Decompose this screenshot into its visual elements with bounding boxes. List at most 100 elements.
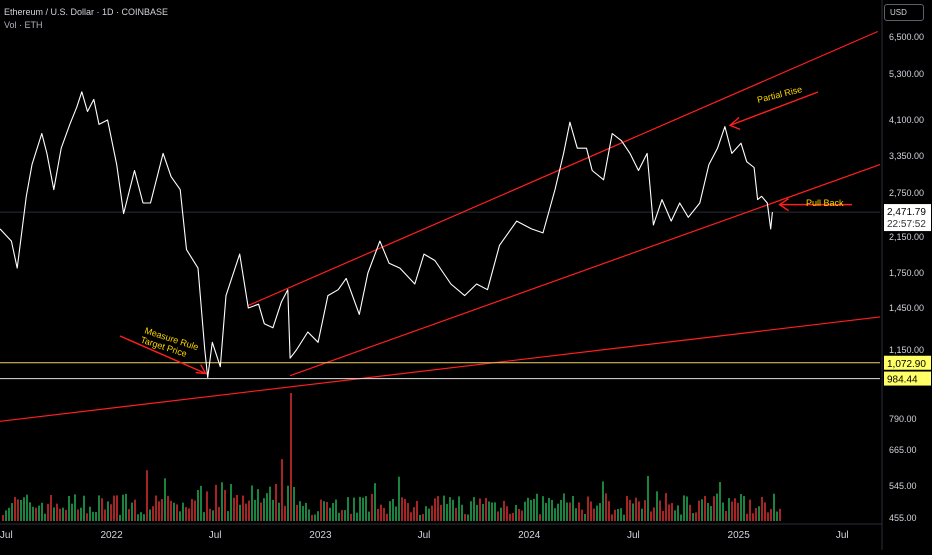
volume-bar [215,484,217,521]
volume-bar [512,512,514,521]
volume-bar [194,500,196,521]
volume-bar [284,505,286,521]
measure-rule-label: Measure RuleTarget Price [139,325,199,362]
volume-bar [770,508,772,521]
volume-bar [317,511,319,521]
volume-bar [191,499,193,521]
volume-bar [365,496,367,521]
volume-bar [755,508,757,521]
volume-bar [509,513,511,521]
volume-bar [209,508,211,521]
volume-bar [503,500,505,521]
pull-back-arrowhead [778,198,789,212]
volume-bar [251,485,253,521]
volume-bar [272,499,274,521]
volume-bar [8,507,10,521]
price-tick-label: 455.00 [889,513,917,523]
volume-bar [350,513,352,521]
volume-bar [137,514,139,521]
volume-bar [446,504,448,521]
volume-bar [527,497,529,521]
volume-bar [461,504,463,521]
volume-bar [323,501,325,521]
volume-bar [464,514,466,521]
volume-bar [737,502,739,521]
volume-bar [581,509,583,521]
current-price-label: 2,471.79 [887,207,926,218]
volume-bar [455,507,457,521]
volume-bar [407,503,409,521]
volume-bar [515,504,517,521]
volume-bars [2,393,781,521]
volume-bar [140,512,142,521]
volume-bar [218,506,220,521]
volume-bar [227,511,229,521]
volume-bar [710,506,712,521]
volume-bar [230,483,232,521]
volume-bar [530,499,532,521]
volume-bar [122,494,124,521]
volume-bar [719,482,721,521]
volume-bar [422,514,424,521]
volume-bar [212,510,214,521]
volume-bar [62,507,64,521]
volume-bar [650,511,652,521]
volume-bar [533,498,535,521]
volume-bar [110,504,112,521]
volume-bar [491,502,493,521]
volume-bar [293,487,295,521]
volume-bar [734,498,736,521]
volume-bar [236,495,238,521]
volume-bar [326,501,328,521]
volume-bar [554,508,556,521]
volume-bar [758,506,760,521]
volume-bar [314,514,316,521]
partial-rise-arrowhead [728,116,741,131]
volume-bar [695,512,697,521]
time-tick-label: 2024 [518,530,541,541]
volume-bar [392,498,394,521]
volume-bar [707,502,709,521]
trendline-1 [248,30,878,307]
level-label-bg [884,355,931,370]
volume-bar [686,496,688,521]
currency-button[interactable]: USD [884,4,924,21]
volume-bar [560,500,562,521]
volume-bar [752,513,754,521]
volume-bar [659,500,661,521]
volume-bar [233,497,235,521]
volume-bar [2,514,4,521]
volume-bar [518,508,520,521]
volume-bar [410,512,412,521]
volume-bar [542,496,544,521]
volume-bar [35,507,37,521]
volume-bar [398,476,400,521]
volume-bar [14,497,16,521]
volume-bar [377,508,379,521]
volume-bar [590,501,592,521]
volume-bar [200,485,202,521]
price-tick-label: 5,300.00 [889,69,924,79]
volume-bar [152,506,154,521]
volume-bar [107,501,109,521]
volume-bar [179,511,181,521]
volume-bar [524,501,526,521]
price-tick-label: 6,500.00 [889,32,924,42]
volume-bar [221,482,223,521]
volume-bar [341,510,343,521]
time-axis-ticks: Jul 2022 Jul 2023 Jul 2024 Jul 2025 Jul [0,530,849,541]
volume-bar [596,505,598,521]
volume-bar [308,509,310,521]
volume-bar [383,507,385,521]
volume-bar [482,504,484,521]
countdown-label: 22:57:52 [887,219,926,230]
volume-bar [224,489,226,521]
volume-bar [449,497,451,521]
volume-bar [143,514,145,521]
time-tick-label: 2022 [100,530,123,541]
volume-bar [125,493,127,521]
volume-bar [368,511,370,521]
price-axis-panel [882,0,932,550]
